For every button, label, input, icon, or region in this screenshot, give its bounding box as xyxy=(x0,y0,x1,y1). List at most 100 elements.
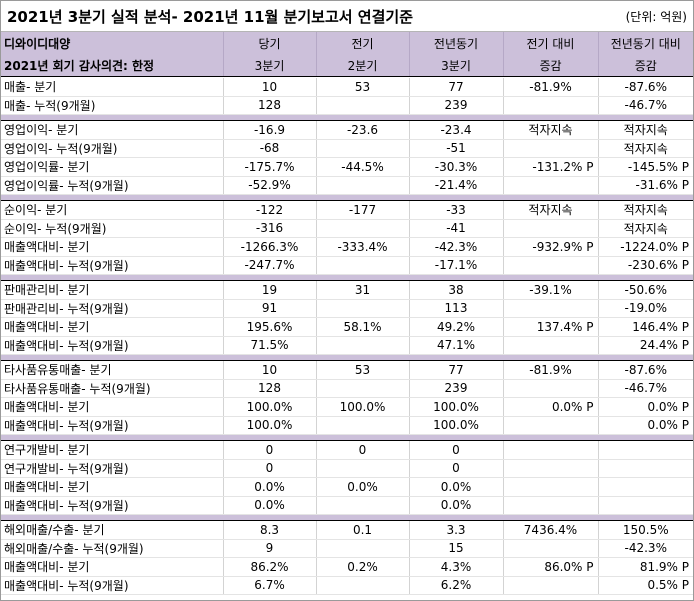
cell-qoq-change: -81.9% xyxy=(503,360,599,380)
col-header-current-line2: 3분기 xyxy=(223,54,317,77)
report-title: 2021년 3분기 실적 분석- 2021년 11월 분기보고서 연결기준 xyxy=(7,7,413,26)
cell-current: 100.0% xyxy=(223,416,317,435)
cell-previous: -333.4% xyxy=(316,237,410,257)
cell-yoy-change: -87.6% xyxy=(598,78,693,97)
row-label: 매출액대비- 누적(9개월) xyxy=(1,256,224,275)
row-label: 매출액대비- 분기 xyxy=(1,397,224,417)
cell-yoy: 0.0% xyxy=(409,496,504,515)
row-label: 연구개발비- 누적(9개월) xyxy=(1,459,224,478)
cell-previous xyxy=(316,219,410,238)
cell-qoq-change xyxy=(503,539,599,558)
cell-current: 195.6% xyxy=(223,317,317,337)
cell-current: -16.9 xyxy=(223,120,317,140)
table-row: 매출- 누적(9개월) 128 239 -46.7% xyxy=(1,96,693,115)
table-row: 매출액대비- 분기 86.2% 0.2% 4.3% 86.0% P 81.9% P xyxy=(1,557,693,577)
row-label: 영업이익- 누적(9개월) xyxy=(1,139,224,158)
cell-qoq-change xyxy=(503,176,599,195)
cell-yoy-change: 81.9% P xyxy=(598,557,693,577)
cell-yoy: 100.0% xyxy=(409,416,504,435)
cell-yoy-change: 0.0% P xyxy=(598,397,693,417)
section-divider xyxy=(1,354,693,361)
cell-yoy-change: -46.7% xyxy=(598,96,693,115)
cell-qoq-change xyxy=(503,139,599,158)
cell-current: -175.7% xyxy=(223,157,317,177)
cell-previous: 0 xyxy=(316,440,410,460)
section-divider xyxy=(1,514,693,521)
table-row: 순이익- 분기 -122 -177 -33 적자지속 적자지속 xyxy=(1,200,693,220)
cell-previous: -44.5% xyxy=(316,157,410,177)
cell-yoy: -21.4% xyxy=(409,176,504,195)
cell-previous: -177 xyxy=(316,200,410,220)
cell-qoq-change: 86.0% P xyxy=(503,557,599,577)
cell-yoy-change: -87.6% xyxy=(598,360,693,380)
col-header-qoq-change-line2: 증감 xyxy=(503,54,599,77)
cell-yoy: -17.1% xyxy=(409,256,504,275)
cell-yoy-change: -42.3% xyxy=(598,539,693,558)
cell-previous xyxy=(316,96,410,115)
col-header-current-line1: 당기 xyxy=(223,32,317,54)
table-header: 디와이디대양 당기 전기 전년동기 전기 대비 전년동기 대비 2021년 회기… xyxy=(1,32,693,77)
table-row: 매출액대비- 누적(9개월) 6.7% 6.2% 0.5% P xyxy=(1,576,693,595)
cell-yoy-change: 150.5% xyxy=(598,520,693,540)
cell-yoy-change: -46.7% xyxy=(598,379,693,398)
cell-qoq-change xyxy=(503,219,599,238)
section-divider-cell xyxy=(1,514,693,521)
section-divider xyxy=(1,274,693,281)
cell-qoq-change: 적자지속 xyxy=(503,200,599,220)
table-row: 매출액대비- 분기 -1266.3% -333.4% -42.3% -932.9% P-… xyxy=(1,237,693,257)
cell-previous: 0.0% xyxy=(316,477,410,497)
cell-current: 10 xyxy=(223,360,317,380)
cell-yoy: -30.3% xyxy=(409,157,504,177)
table-row: 영업이익률- 분기 -175.7% -44.5% -30.3% -131.2% P -14… xyxy=(1,157,693,177)
cell-previous xyxy=(316,416,410,435)
row-label: 매출액대비- 분기 xyxy=(1,237,224,257)
table-row: 매출액대비- 누적(9개월) -247.7% -17.1% -230.6% P xyxy=(1,256,693,275)
table-row: 영업이익- 누적(9개월) -68 -51 적자지속 xyxy=(1,139,693,158)
cell-current: 0.0% xyxy=(223,477,317,497)
cell-yoy: 239 xyxy=(409,96,504,115)
cell-qoq-change: -81.9% xyxy=(503,78,599,97)
cell-yoy-change: 24.4% P xyxy=(598,336,693,355)
table-row: 타사품유통매출- 분기 10 53 77 -81.9% -87.6% xyxy=(1,360,693,380)
cell-previous: 0.2% xyxy=(316,557,410,577)
cell-yoy: -51 xyxy=(409,139,504,158)
cell-yoy-change: -1224.0% P xyxy=(598,237,693,257)
row-label: 영업이익률- 누적(9개월) xyxy=(1,176,224,195)
cell-current: -52.9% xyxy=(223,176,317,195)
cell-current: -247.7% xyxy=(223,256,317,275)
cell-yoy: -33 xyxy=(409,200,504,220)
cell-previous: 100.0% xyxy=(316,397,410,417)
row-label: 연구개발비- 분기 xyxy=(1,440,224,460)
cell-previous: 53 xyxy=(316,360,410,380)
row-label: 판매관리비- 누적(9개월) xyxy=(1,299,224,318)
cell-qoq-change: 137.4% P xyxy=(503,317,599,337)
row-label: 매출액대비- 분기 xyxy=(1,317,224,337)
table-row: 영업이익- 분기 -16.9 -23.6 -23.4 적자지속 적자지속 xyxy=(1,120,693,140)
cell-current: 128 xyxy=(223,96,317,115)
cell-qoq-change: -932.9% P xyxy=(503,237,599,257)
section-divider-cell xyxy=(1,434,693,441)
row-label: 매출액대비- 누적(9개월) xyxy=(1,336,224,355)
table-row: 타사품유통매출- 누적(9개월) 128 239 -46.7% xyxy=(1,379,693,398)
col-header-yoy-change-line2: 증감 xyxy=(598,54,693,77)
table-row: 연구개발비- 분기 0 0 0 xyxy=(1,440,693,460)
cell-yoy-change: -230.6% P xyxy=(598,256,693,275)
col-header-yoy-line1: 전년동기 xyxy=(409,32,504,54)
earnings-table: 디와이디대양 당기 전기 전년동기 전기 대비 전년동기 대비 2021년 회기… xyxy=(1,32,693,595)
table-row: 매출액대비- 분기 100.0% 100.0% 100.0% 0.0% P 0.0% P xyxy=(1,397,693,417)
cell-current: 71.5% xyxy=(223,336,317,355)
section-divider-cell xyxy=(1,194,693,201)
cell-current: 86.2% xyxy=(223,557,317,577)
col-header-yoy-change-line1: 전년동기 대비 xyxy=(598,32,693,54)
cell-yoy-change xyxy=(598,459,693,478)
cell-previous: 53 xyxy=(316,78,410,97)
cell-current: -1266.3% xyxy=(223,237,317,257)
table-row: 매출액대비- 분기 0.0% 0.0% 0.0% xyxy=(1,477,693,497)
cell-current: 9 xyxy=(223,539,317,558)
cell-yoy-change: 146.4% P xyxy=(598,317,693,337)
col-header-previous-line2: 2분기 xyxy=(316,54,410,77)
cell-current: -316 xyxy=(223,219,317,238)
col-header-previous-line1: 전기 xyxy=(316,32,410,54)
cell-qoq-change xyxy=(503,96,599,115)
table-row: 매출액대비- 분기 195.6% 58.1% 49.2% 137.4% P 146.4% … xyxy=(1,317,693,337)
